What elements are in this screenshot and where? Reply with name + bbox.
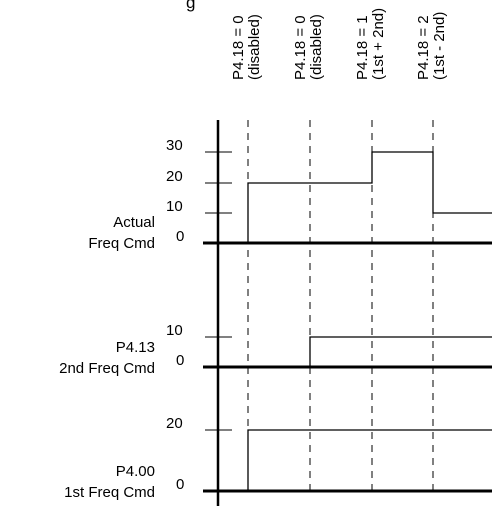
transition-markers <box>247 120 434 494</box>
tick-label-first-0: 0 <box>176 476 184 493</box>
signal-actual <box>247 151 492 243</box>
mode-label-3-line2: (1st + 2nd) <box>370 8 387 80</box>
signal-first <box>247 429 492 491</box>
panel-actual: 30 20 10 0 Actual Freq Cmd <box>88 137 492 252</box>
panel-label-first-line1: P4.00 <box>116 463 155 480</box>
tick-label-0: 0 <box>176 228 184 245</box>
mode-label-2-line2: (disabled) <box>308 14 325 80</box>
panel-label-second-line1: P4.13 <box>116 339 155 356</box>
panel-second: 10 0 P4.13 2nd Freq Cmd <box>59 322 492 377</box>
mode-label-1-line1: P4.18 = 0 <box>230 15 247 80</box>
mode-label-1-line2: (disabled) <box>246 14 263 80</box>
panel-label-actual-line2: Freq Cmd <box>88 235 155 252</box>
title-fragment: g <box>186 0 195 12</box>
signal-second <box>309 336 492 367</box>
panel-label-first-line2: 1st Freq Cmd <box>64 484 155 501</box>
tick-label-second-0: 0 <box>176 352 184 369</box>
mode-label-2-line1: P4.18 = 0 <box>292 15 309 80</box>
tick-label-30: 30 <box>166 137 183 154</box>
panel-label-second-line2: 2nd Freq Cmd <box>59 360 155 377</box>
mode-labels: P4.18 = 0 (disabled) P4.18 = 0 (disabled… <box>230 8 448 80</box>
mode-label-3-line1: P4.18 = 1 <box>354 15 371 80</box>
panel-label-actual-line1: Actual <box>113 214 155 231</box>
tick-label-first-20: 20 <box>166 415 183 432</box>
tick-label-20: 20 <box>166 168 183 185</box>
mode-label-4-line1: P4.18 = 2 <box>415 15 432 80</box>
mode-label-4-line2: (1st - 2nd) <box>431 12 448 80</box>
panel-first: 20 0 P4.00 1st Freq Cmd <box>64 415 492 501</box>
tick-label-second-10: 10 <box>166 322 183 339</box>
tick-label-10: 10 <box>166 198 183 215</box>
